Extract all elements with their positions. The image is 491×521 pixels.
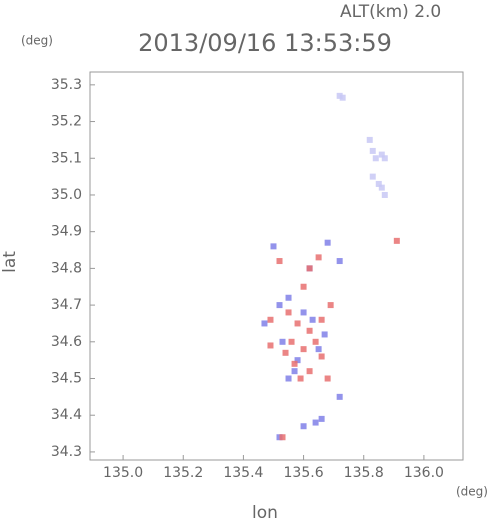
y-tick-label: 35.1 (51, 150, 82, 166)
radar-point (300, 283, 307, 290)
y-tick-label: 34.9 (51, 224, 82, 240)
y-tick-label: 34.8 (51, 260, 82, 276)
radar-point (309, 316, 316, 323)
radar-point (276, 302, 283, 309)
y-tick-label: 34.3 (51, 444, 82, 460)
radar-point (378, 184, 385, 191)
y-tick-label: 34.7 (51, 297, 82, 313)
radar-point (291, 360, 298, 367)
radar-point (318, 316, 325, 323)
x-tick-label: 135.2 (163, 465, 203, 481)
plot-frame (89, 71, 464, 461)
radar-point (312, 338, 319, 345)
radar-point (381, 155, 388, 162)
radar-point (366, 136, 373, 143)
x-tick-label: 136.0 (404, 465, 444, 481)
radar-point (294, 320, 301, 327)
radar-point (306, 368, 313, 375)
radar-point (318, 353, 325, 360)
radar-point (288, 338, 295, 345)
y-tick-label: 34.5 (51, 371, 82, 387)
radar-point (336, 92, 343, 99)
radar-point (315, 254, 322, 261)
radar-point (378, 151, 385, 158)
x-tick-label: 135.0 (103, 465, 143, 481)
radar-point (261, 320, 268, 327)
radar-point (339, 94, 346, 101)
radar-point (321, 331, 328, 338)
y-tick-label: 35.2 (51, 114, 82, 130)
radar-point (369, 173, 376, 180)
radar-point (270, 243, 277, 250)
radar-point (276, 258, 283, 265)
radar-point (276, 434, 283, 441)
radar-point (336, 258, 343, 265)
x-tick-label: 135.4 (223, 465, 263, 481)
radar-point (369, 147, 376, 154)
radar-point (279, 338, 286, 345)
y-axis-label: lat (0, 251, 20, 273)
radar-point (393, 237, 400, 244)
radar-point (315, 346, 322, 353)
radar-point (282, 349, 289, 356)
radar-point (372, 155, 379, 162)
radar-point (300, 346, 307, 353)
radar-point (285, 309, 292, 316)
radar-point (279, 434, 286, 441)
altitude-label: ALT(km) 2.0 (340, 2, 441, 22)
radar-point (291, 368, 298, 375)
radar-point (267, 342, 274, 349)
radar-point (306, 327, 313, 334)
radar-point (312, 419, 319, 426)
x-tick-label: 135.6 (284, 465, 324, 481)
radar-point (297, 375, 304, 382)
radar-point (324, 239, 331, 246)
radar-point (306, 265, 313, 272)
x-axis-label: lon (252, 503, 278, 521)
radar-point (300, 309, 307, 316)
radar-point (336, 393, 343, 400)
x-tick-label: 135.8 (344, 465, 384, 481)
y-unit: (deg) (21, 34, 53, 48)
radar-point (294, 357, 301, 364)
x-unit: (deg) (456, 485, 488, 499)
radar-point (375, 180, 382, 187)
radar-point (285, 375, 292, 382)
y-tick-label: 35.3 (51, 77, 82, 93)
y-tick-label: 34.4 (51, 407, 82, 423)
radar-point (381, 191, 388, 198)
radar-point (300, 423, 307, 430)
radar-point (285, 294, 292, 301)
radar-point (324, 375, 331, 382)
radar-point (318, 415, 325, 422)
y-tick-label: 35.0 (51, 187, 82, 203)
chart-title: 2013/09/16 13:53:59 (138, 29, 392, 57)
radar-point (327, 302, 334, 309)
radar-point (267, 316, 274, 323)
y-tick-label: 34.6 (51, 334, 82, 350)
